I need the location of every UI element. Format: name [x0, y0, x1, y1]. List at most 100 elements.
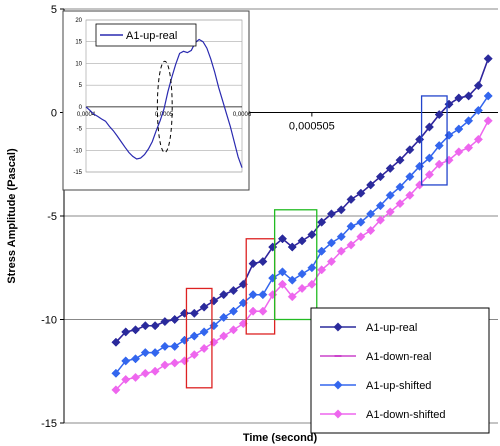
data-point-A1-up-real — [199, 302, 209, 312]
data-point-A1-down-shifted — [170, 358, 180, 368]
inset-y-tick-label: 10 — [75, 61, 82, 67]
data-point-A1-up-shifted — [366, 209, 376, 219]
data-point-A1-up-shifted — [385, 190, 395, 200]
data-point-A1-up-real — [385, 163, 395, 173]
data-point-A1-up-real — [228, 285, 239, 296]
data-point-A1-up-shifted — [287, 275, 297, 285]
legend-label: A1-up-real — [366, 322, 417, 334]
y-tick-label: 0 — [51, 108, 57, 120]
inset-x-tick-label: 0,0006 — [233, 112, 252, 118]
data-point-A1-up-shifted — [483, 91, 493, 101]
data-point-A1-up-real — [307, 230, 317, 240]
inset-chart: 20 15 10 5 0 -5 -10 -15 0,0004 0,0005 0,0006 A1-u… — [62, 10, 252, 191]
data-point-A1-down-shifted — [130, 372, 141, 383]
data-point-A1-up-shifted — [424, 153, 434, 163]
data-point-A1-down-shifted — [297, 283, 307, 294]
data-point-A1-up-real — [189, 308, 199, 318]
data-point-A1-up-shifted — [346, 221, 356, 231]
inset-dashed-ellipse — [156, 60, 173, 153]
data-point-A1-down-shifted — [424, 170, 434, 180]
data-point-A1-up-shifted — [219, 312, 229, 322]
legend-item: A1-up-real — [320, 322, 417, 334]
data-point-A1-down-shifted — [228, 325, 239, 335]
data-point-A1-up-real — [121, 327, 131, 337]
data-point-A1-down-shifted — [121, 374, 131, 385]
data-point-A1-down-shifted — [395, 199, 405, 209]
inset-series-line — [85, 38, 243, 168]
legend-items: A1-up-real A1-down-real A1-up-shifted A1-do… — [320, 322, 446, 421]
data-point-A1-down-shifted — [464, 143, 474, 153]
data-point-A1-up-real — [454, 93, 464, 103]
data-point-A1-up-real — [268, 242, 278, 252]
inset-y-tick-label: -15 — [73, 170, 82, 176]
inset-y-tick-label: -10 — [73, 148, 82, 154]
inset-gridlines — [85, 19, 243, 173]
data-point-A1-up-shifted — [268, 273, 278, 283]
data-point-A1-up-shifted — [326, 238, 337, 248]
data-point-A1-up-shifted — [111, 368, 121, 378]
legend-label: A1-up-shifted — [366, 380, 431, 392]
highlight-box-1 — [185, 287, 213, 389]
legend-swatch-marker — [333, 409, 343, 419]
data-point-A1-up-real — [405, 145, 415, 155]
data-point-A1-down-shifted — [375, 215, 385, 225]
highlight-boxes — [185, 95, 448, 389]
data-point-A1-up-real — [326, 209, 337, 219]
data-point-A1-up-shifted — [228, 306, 239, 316]
data-point-A1-up-shifted — [317, 246, 327, 256]
data-point-A1-up-real — [346, 194, 356, 204]
y-tick-label: -10 — [41, 315, 57, 327]
data-point-A1-down-shifted — [140, 368, 150, 378]
data-point-A1-up-shifted — [130, 354, 141, 364]
highlight-box-4 — [420, 95, 448, 186]
data-point-A1-up-real — [366, 180, 376, 190]
data-point-A1-up-real — [111, 337, 121, 347]
data-point-A1-down-shifted — [150, 366, 160, 376]
data-point-A1-up-shifted — [150, 348, 160, 358]
data-point-A1-down-shifted — [268, 290, 278, 300]
data-point-A1-down-shifted — [405, 190, 415, 200]
data-point-A1-up-shifted — [375, 201, 385, 211]
data-point-A1-up-shifted — [356, 217, 366, 227]
data-point-A1-up-shifted — [189, 331, 199, 341]
legend-item: A1-down-shifted — [320, 409, 446, 421]
series-layer — [111, 54, 493, 395]
data-point-A1-up-shifted — [434, 141, 444, 151]
y-tick-labels: 5 0 -5 -10 -15 — [41, 4, 64, 430]
data-point-A1-up-real — [336, 205, 346, 215]
data-point-A1-down-shifted — [326, 256, 337, 267]
data-point-A1-up-shifted — [473, 105, 483, 115]
data-point-A1-up-shifted — [464, 116, 474, 126]
inset-y-tick-label: 20 — [75, 18, 82, 24]
data-point-A1-up-real — [287, 242, 297, 252]
series-A1-down-shifted — [111, 116, 493, 395]
data-point-A1-up-real — [248, 259, 258, 269]
inset-y-tick-label: -5 — [77, 127, 83, 133]
data-point-A1-down-shifted — [473, 134, 483, 144]
y-tick-label: -15 — [41, 418, 57, 430]
data-point-A1-up-shifted — [307, 263, 317, 273]
data-point-A1-up-real — [356, 188, 366, 198]
data-point-A1-down-shifted — [434, 159, 444, 169]
inset-y-tick-labels: 20 15 10 5 0 -5 -10 -15 — [73, 18, 82, 176]
data-point-A1-up-real — [160, 317, 170, 327]
data-point-A1-down-shifted — [248, 306, 258, 316]
x-tick-label: 0,000505 — [289, 121, 335, 133]
data-point-A1-down-shifted — [277, 279, 288, 289]
legend: A1-up-real A1-down-real A1-up-shifted A1-do… — [310, 307, 490, 434]
data-point-A1-down-shifted — [336, 246, 346, 256]
data-point-A1-up-real — [277, 234, 288, 244]
highlight-box-3 — [273, 209, 318, 321]
data-point-A1-up-shifted — [454, 124, 464, 134]
data-point-A1-down-shifted — [385, 207, 395, 217]
x-axis-title: Time (second) — [243, 432, 318, 444]
data-point-A1-up-real — [434, 110, 444, 120]
legend-label: A1-down-shifted — [366, 409, 446, 421]
data-point-A1-up-shifted — [405, 172, 415, 182]
data-point-A1-up-real — [150, 321, 160, 331]
data-point-A1-up-shifted — [160, 341, 170, 351]
data-point-A1-up-real — [258, 256, 268, 267]
y-tick-label: 5 — [51, 4, 57, 16]
inset-x-tick-label: 0,0005 — [155, 112, 174, 118]
